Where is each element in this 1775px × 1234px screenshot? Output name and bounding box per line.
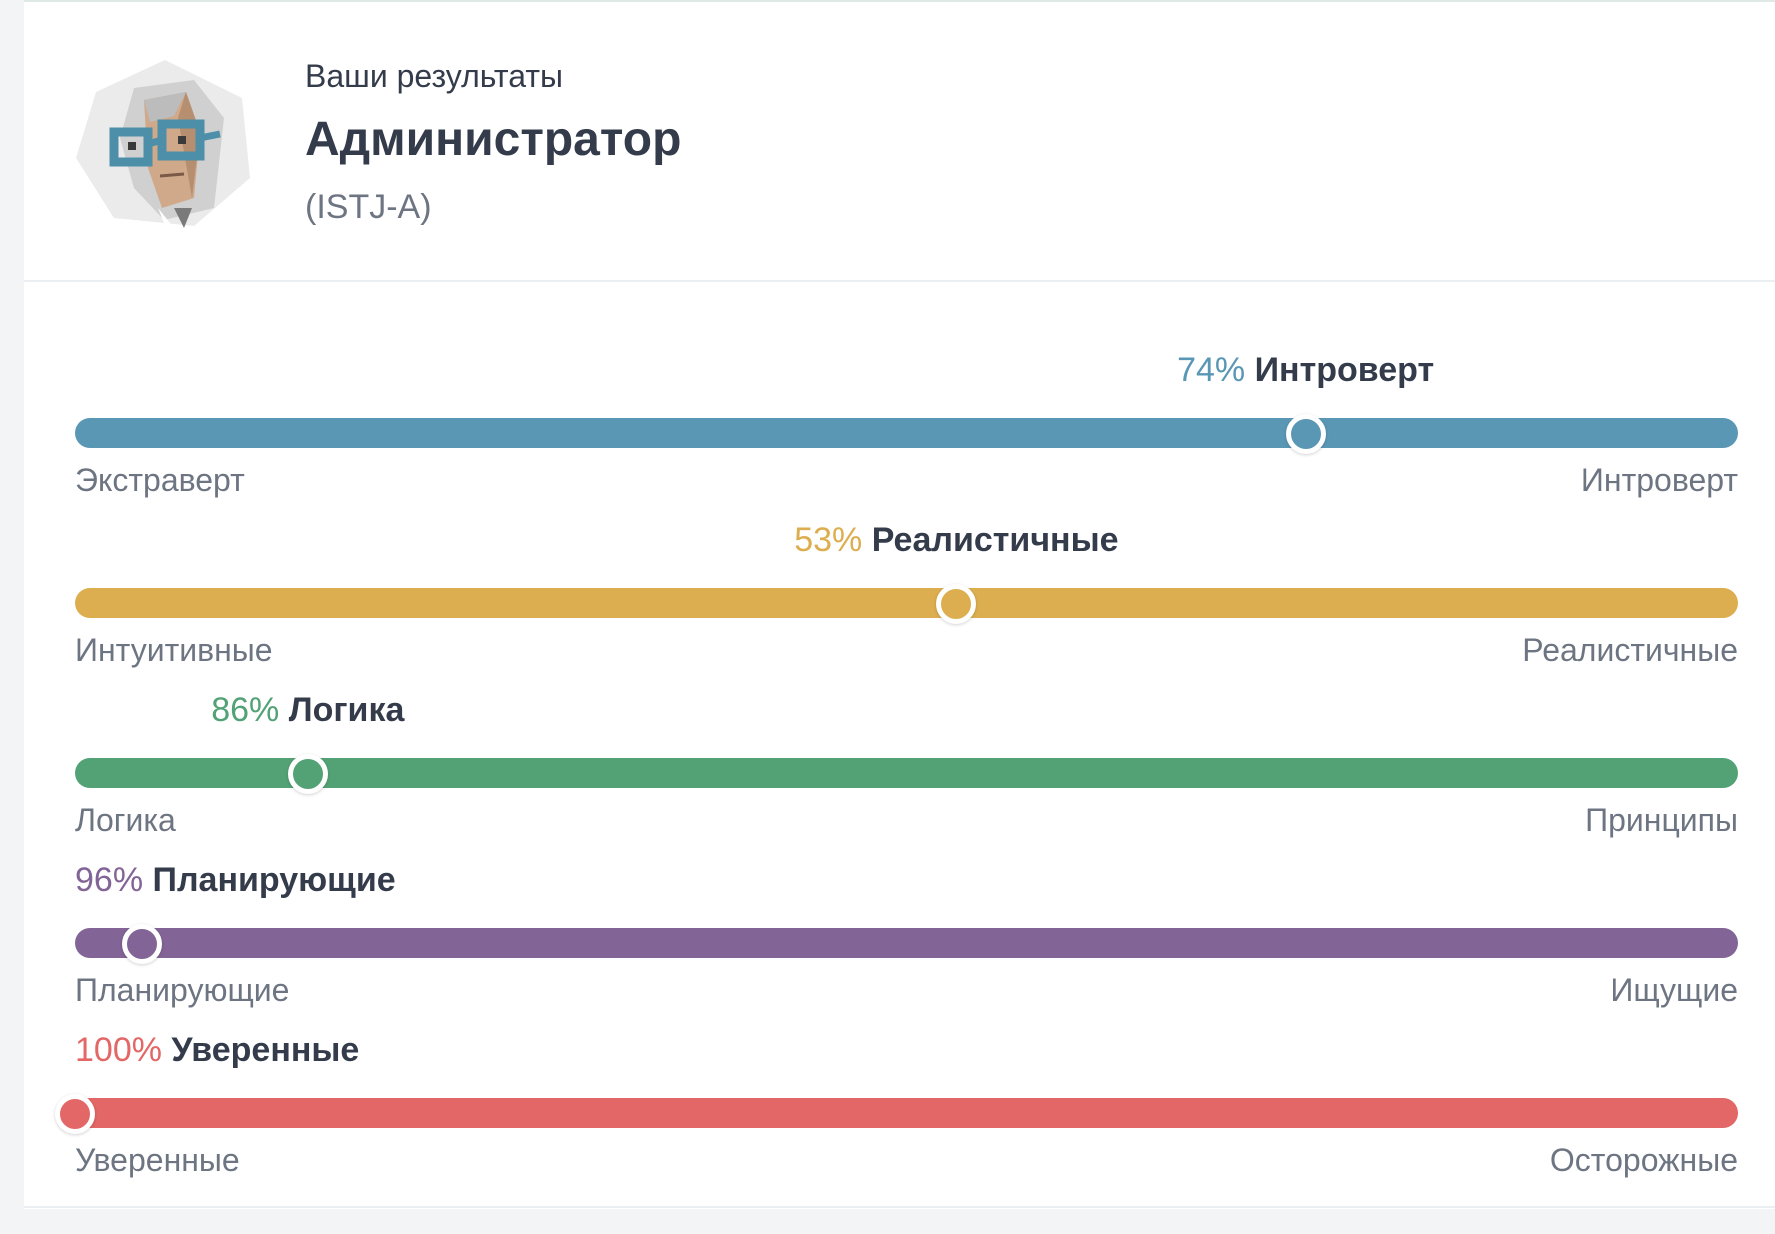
trait-heading: 100% Уверенные (75, 1030, 359, 1070)
personality-type-title: Администратор (305, 113, 682, 166)
trait-heading: 96% Планирующие (75, 860, 396, 900)
personality-type-code: (ISTJ-A) (305, 188, 432, 226)
trait-bar (75, 588, 1738, 618)
trait-right-label: Осторожные (1549, 1142, 1738, 1178)
trait-nature: 86% Логика Логика Принципы (75, 648, 1738, 838)
trait-bar (75, 758, 1738, 788)
trait-right-label: Принципы (1585, 802, 1738, 838)
trait-name: Реалистичные (871, 521, 1119, 559)
trait-identity: 100% Уверенные Уверенные Осторожные (55, 988, 1738, 1178)
trait-name: Логика (288, 691, 405, 729)
trait-percent: 53% (794, 521, 863, 559)
trait-percent: 100% (75, 1031, 162, 1069)
trait-right-label: Реалистичные (1522, 632, 1738, 668)
trait-bar (75, 418, 1738, 448)
administrator-avatar-icon (76, 60, 250, 228)
trait-energy: 53% Реалистичные Интуитивные Реалистичны… (75, 478, 1738, 668)
trait-knob (1285, 414, 1326, 454)
trait-heading: 53% Реалистичные (794, 520, 1118, 560)
trait-name: Уверенные (171, 1031, 360, 1069)
trait-left-label: Планирующие (75, 972, 290, 1008)
trait-knob (287, 754, 328, 794)
trait-tactics: 96% Планирующие Планирующие Ищущие (75, 818, 1738, 1008)
trait-left-label: Интуитивные (75, 632, 273, 668)
trait-heading: 74% Интроверт (1177, 350, 1434, 390)
results-header: Ваши результаты Администратор (ISTJ-A) (24, 2, 1775, 282)
trait-left-label: Уверенные (75, 1142, 240, 1178)
results-subtitle: Ваши результаты (305, 58, 563, 94)
trait-knob (936, 584, 977, 624)
trait-bar (75, 1098, 1738, 1128)
results-card: Ваши результаты Администратор (ISTJ-A) 7… (24, 0, 1775, 1209)
trait-percent: 74% (1177, 351, 1246, 389)
trait-name: Интроверт (1254, 351, 1435, 389)
trait-left-label: Экстраверт (75, 462, 245, 498)
trait-mind: 74% Интроверт Экстраверт Интроверт (75, 308, 1738, 498)
trait-name: Планирующие (152, 861, 396, 899)
trait-knob (121, 924, 162, 964)
bottom-divider (24, 1206, 1775, 1208)
trait-left-label: Логика (75, 802, 176, 838)
trait-right-label: Интроверт (1580, 462, 1738, 498)
trait-knob (55, 1094, 95, 1134)
trait-heading: 86% Логика (211, 690, 404, 730)
trait-bar (75, 928, 1738, 958)
trait-percent: 86% (211, 691, 280, 729)
trait-right-label: Ищущие (1610, 972, 1738, 1008)
trait-percent: 96% (75, 861, 144, 899)
